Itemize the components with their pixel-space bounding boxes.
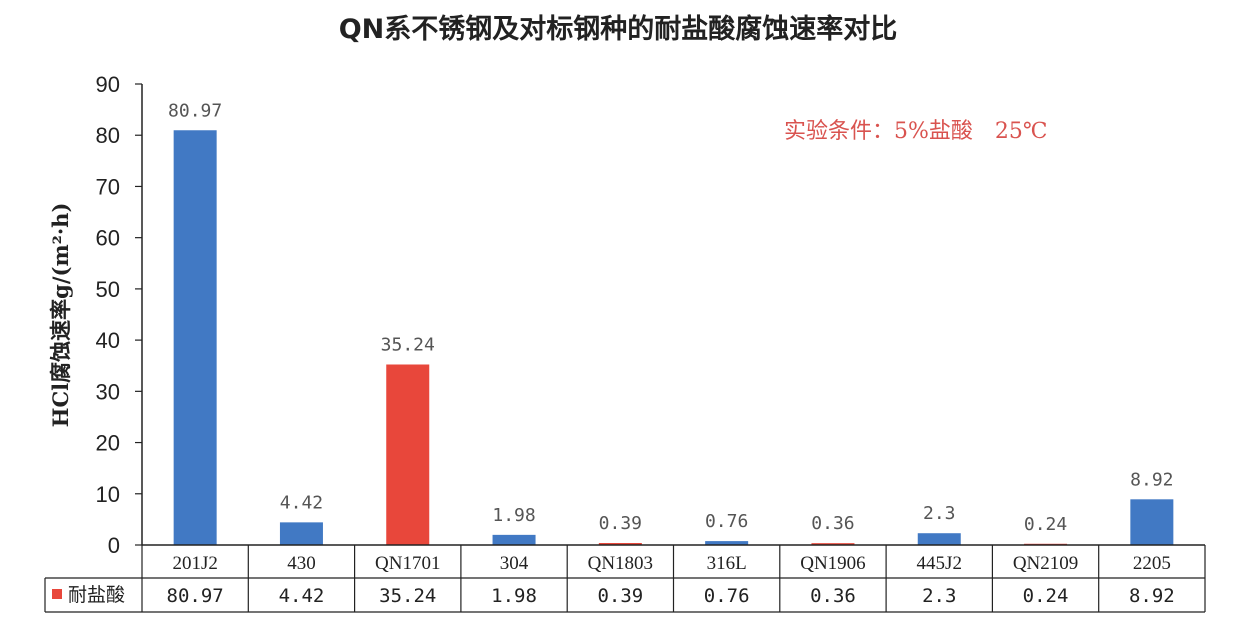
- data-label-201J2: 80.97: [168, 100, 222, 121]
- y-tick-label: 10: [96, 482, 120, 507]
- table-value-QN2109: 0.24: [1023, 585, 1069, 607]
- experiment-condition-note: 实验条件：5%盐酸 25℃: [784, 119, 1048, 144]
- table-value-QN1803: 0.39: [597, 585, 643, 607]
- y-tick-label: 20: [96, 431, 120, 456]
- y-axis: 0 10 20 30 40 50 60 70 80 90: [96, 72, 142, 558]
- chart-title: QN系不锈钢及对标钢种的耐盐酸腐蚀速率对比: [339, 13, 898, 45]
- bar-QN1906: [811, 543, 855, 545]
- bar-QN1803: [598, 543, 642, 545]
- data-labels: 80.97 4.42 35.24 1.98 0.39 0.76 0.36 2.3 0.24 8.9…: [168, 100, 1173, 535]
- category-label-201J2: 201J2: [172, 553, 217, 574]
- y-tick-label: 40: [96, 328, 120, 353]
- bar-201J2: [173, 130, 217, 545]
- category-label-QN1803: QN1803: [588, 553, 653, 574]
- y-tick-label: 30: [96, 379, 120, 404]
- category-label-304: 304: [500, 553, 529, 574]
- y-tick-label: 90: [96, 72, 120, 97]
- data-label-445J2: 2.3: [923, 503, 956, 524]
- table-value-201J2: 80.97: [167, 585, 224, 607]
- category-label-445J2: 445J2: [917, 553, 962, 574]
- data-label-QN1701: 35.24: [381, 334, 435, 355]
- table-value-QN1906: 0.36: [810, 585, 856, 607]
- y-tick-label: 70: [96, 174, 120, 199]
- category-label-2205: 2205: [1133, 553, 1171, 574]
- table-value-QN1701: 35.24: [379, 585, 436, 607]
- y-tick-label: 0: [108, 533, 120, 558]
- bar-2205: [1130, 499, 1174, 545]
- bars: [173, 130, 1174, 545]
- y-axis-label: HCl腐蚀速率g/(m²·h): [48, 203, 73, 428]
- bar-430: [279, 522, 323, 545]
- data-label-QN2109: 0.24: [1024, 514, 1067, 535]
- data-table: 201J2 80.97 430 4.42 QN1701 35.24 304 1.98 QN180…: [44, 544, 1206, 613]
- category-label-QN1701: QN1701: [375, 553, 440, 574]
- data-label-QN1803: 0.39: [599, 513, 642, 534]
- bar-445J2: [917, 533, 961, 545]
- category-label-QN2109: QN2109: [1013, 553, 1078, 574]
- bar-304: [492, 534, 536, 545]
- bar-316L: [705, 541, 749, 545]
- table-value-2205: 8.92: [1129, 585, 1175, 607]
- data-label-430: 4.42: [280, 492, 323, 513]
- legend-swatch: [52, 589, 62, 599]
- category-label-QN1906: QN1906: [800, 553, 865, 574]
- table-value-445J2: 2.3: [922, 585, 956, 607]
- data-label-304: 1.98: [492, 505, 535, 526]
- table-value-430: 4.42: [279, 585, 325, 607]
- category-label-430: 430: [287, 553, 316, 574]
- y-tick-label: 60: [96, 226, 120, 251]
- table-value-304: 1.98: [491, 585, 537, 607]
- y-tick-label: 80: [96, 123, 120, 148]
- legend-label: 耐盐酸: [68, 584, 125, 606]
- table-value-316L: 0.76: [704, 585, 750, 607]
- bar-QN1701: [386, 364, 430, 545]
- y-tick-label: 50: [96, 277, 120, 302]
- data-label-316L: 0.76: [705, 511, 748, 532]
- data-label-QN1906: 0.36: [811, 513, 854, 534]
- data-label-2205: 8.92: [1130, 469, 1173, 490]
- category-label-316L: 316L: [707, 553, 747, 574]
